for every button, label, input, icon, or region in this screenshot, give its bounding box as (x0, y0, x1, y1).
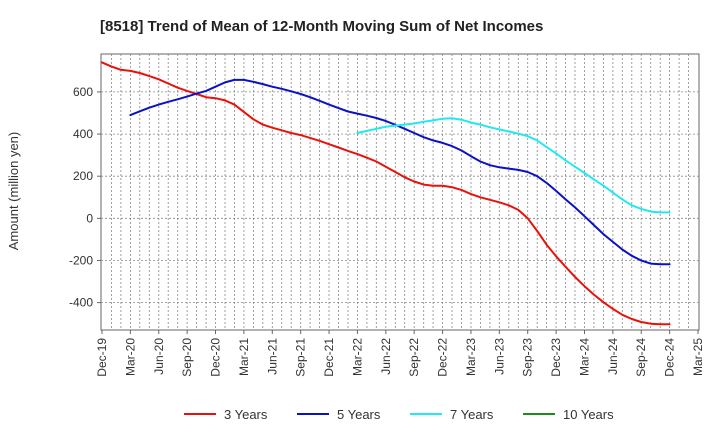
y-tick-label: 0 (86, 211, 93, 225)
x-tick-label: Mar-23 (464, 338, 478, 376)
x-tick-label: Mar-22 (350, 338, 364, 376)
x-tick-label: Jun-24 (606, 338, 620, 375)
series-line-5-years (129, 78, 671, 266)
y-axis-label: Amount (million yen) (6, 132, 21, 251)
x-tick-label: Sep-21 (294, 338, 308, 377)
legend-label: 7 Years (450, 407, 494, 422)
y-tick-label: 400 (73, 127, 93, 141)
y-ticks: -400 -200 0 200 400 600 (69, 85, 101, 310)
grid (101, 54, 699, 330)
x-ticks: Dec-19 Mar-20 Jun-20 Sep-20 Dec-20 Mar-21 Jun-… (95, 330, 705, 377)
x-tick-label: Jun-20 (152, 338, 166, 375)
x-tick-label: Jun-21 (265, 338, 279, 375)
y-tick-label: -200 (69, 253, 93, 267)
series-line-7-years (356, 117, 671, 214)
x-tick-label: Mar-25 (691, 338, 705, 376)
x-tick-label: Jun-22 (379, 338, 393, 375)
legend-item: 5 Years (297, 407, 381, 422)
y-tick-label: -400 (69, 296, 93, 310)
legend-item: 10 Years (523, 407, 614, 422)
legend-label: 3 Years (224, 407, 268, 422)
legend: 3 Years 5 Years 7 Years 10 Years (184, 407, 614, 422)
chart-title: [8518] Trend of Mean of 12-Month Moving … (100, 18, 543, 35)
legend-label: 5 Years (337, 407, 381, 422)
x-tick-label: Mar-24 (578, 338, 592, 376)
plot-area (100, 53, 700, 331)
x-tick-label: Jun-23 (492, 338, 506, 375)
x-tick-label: Sep-22 (407, 338, 421, 377)
x-tick-label: Dec-24 (663, 338, 677, 377)
x-tick-label: Dec-23 (549, 338, 563, 377)
x-tick-label: Mar-21 (237, 338, 251, 376)
legend-item: 7 Years (410, 407, 494, 422)
y-tick-label: 600 (73, 85, 93, 99)
x-tick-label: Dec-19 (95, 338, 109, 377)
x-tick-label: Sep-23 (521, 338, 535, 377)
series-layer (101, 61, 671, 326)
x-tick-label: Sep-24 (634, 338, 648, 377)
x-tick-label: Dec-21 (322, 338, 336, 377)
legend-item: 3 Years (184, 407, 268, 422)
legend-label: 10 Years (563, 407, 614, 422)
x-tick-label: Dec-22 (436, 338, 450, 377)
x-tick-label: Mar-20 (123, 338, 137, 376)
x-tick-label: Dec-20 (209, 338, 223, 377)
y-tick-label: 200 (73, 169, 93, 183)
x-tick-label: Sep-20 (180, 338, 194, 377)
